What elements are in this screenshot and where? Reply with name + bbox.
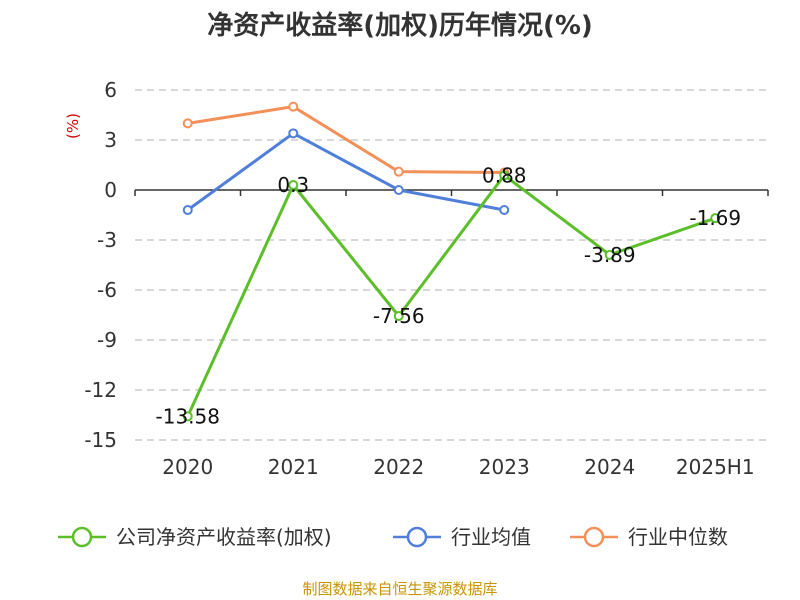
legend: 公司净资产收益率(加权) 行业均值 行业中位数 [58, 525, 728, 549]
x-tick-label: 2025H1 [676, 455, 755, 479]
data-labels: -13.58 0.3 -7.56 0.88 -3.89 -1.69 [156, 163, 742, 428]
x-tick-label: 2023 [479, 455, 530, 479]
series-line-0 [186, 173, 716, 417]
y-tick-label: 6 [104, 78, 117, 102]
legend-marker-circle [71, 526, 93, 548]
y-tick-label: 3 [104, 128, 117, 152]
y-tick-label: -12 [84, 378, 117, 402]
data-point [288, 128, 299, 139]
y-tick-labels: 6 3 0 -3 -6 -9 -12 -15 [84, 78, 117, 452]
gridlines [135, 89, 768, 441]
source-note: 制图数据来自恒生聚源数据库 [302, 580, 497, 598]
data-point [182, 205, 193, 215]
data-label: -13.58 [156, 404, 220, 428]
data-point [393, 311, 404, 321]
data-point [288, 101, 299, 112]
legend-marker-circle [583, 526, 605, 548]
y-tick-label: -15 [84, 428, 117, 452]
data-label: -7.56 [373, 304, 425, 328]
x-tick-labels: 2020 2021 2022 2023 2024 2025H1 [162, 455, 754, 479]
series-line-1 [186, 131, 505, 212]
data-point [710, 213, 721, 224]
y-tick-label: 0 [104, 178, 117, 202]
legend-label: 公司净资产收益率(加权) [116, 525, 332, 549]
series-lines [182, 101, 721, 422]
x-axis [134, 189, 769, 196]
data-label: 0.88 [482, 163, 527, 187]
x-tick-label: 2021 [268, 455, 319, 479]
x-tick-label: 2020 [162, 455, 213, 479]
chart-title: 净资产收益率(加权)历年情况(%) [207, 10, 593, 41]
data-point [499, 170, 510, 181]
data-point [182, 118, 193, 129]
data-label: 0.3 [277, 173, 309, 197]
y-tick-label: -3 [97, 228, 117, 252]
y-tick-label: -6 [97, 278, 117, 302]
data-point [182, 411, 193, 422]
y-tick-label: -9 [97, 328, 117, 352]
data-point [393, 185, 404, 195]
data-label: -1.69 [689, 206, 741, 230]
data-label: -3.89 [584, 243, 636, 267]
legend-label: 行业中位数 [628, 525, 728, 549]
series-line-2 [187, 105, 505, 174]
data-point [499, 205, 510, 215]
x-tick-label: 2022 [373, 455, 424, 479]
legend-label: 行业均值 [451, 525, 531, 549]
data-point [288, 180, 299, 190]
data-point [393, 166, 404, 177]
y-axis-label: (%) [64, 113, 82, 139]
legend-marker-circle [406, 526, 428, 548]
data-point [604, 249, 615, 260]
x-tick-label: 2024 [584, 455, 635, 479]
